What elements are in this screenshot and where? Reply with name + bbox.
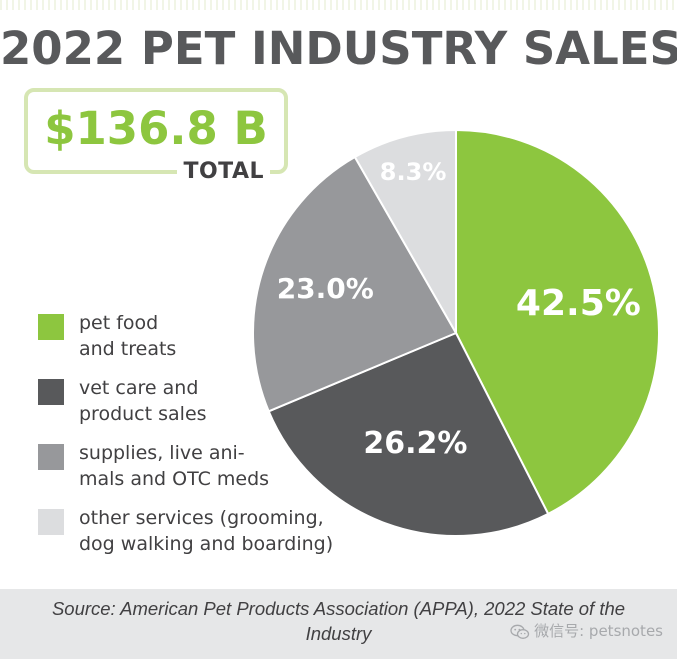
legend-label-other-services: other services (grooming, dog walking an… [79,507,334,555]
watermark: 微信号: petsnotes [510,620,663,641]
pie-chart: 42.5% 26.2% 23.0% 8.3% [252,128,660,537]
total-value: $136.8 B [44,102,268,155]
pie-label-vet-care: 26.2% [363,426,467,461]
source-citation: Source: American Pet Products Associatio… [51,598,626,644]
pie-label-supplies: 23.0% [277,272,374,305]
pie-slice-vet-care [267,331,550,537]
total-callout: $136.8 B TOTAL [24,88,288,184]
watermark-text: 微信号: petsnotes [534,622,663,640]
wechat-icon [510,624,530,639]
total-label: TOTAL [177,159,270,184]
legend-item-supplies: supplies, live ani- mals and OTC meds [38,440,368,505]
source-footer: Source: American Pet Products Associatio… [0,589,677,659]
pie-slice-supplies [252,155,458,413]
pie-label-pet-food: 42.5% [516,283,641,324]
legend-swatch-supplies [38,444,64,470]
legend-swatch-pet-food [38,314,64,340]
legend-label-supplies: supplies, live ani- mals and OTC meds [79,442,270,490]
pie-slice-other-services [353,128,457,337]
chart-title: 2022 PET INDUSTRY SALES [0,22,677,75]
pie-slice-pet-food [455,128,660,516]
legend-label-pet-food: pet food and treats [79,312,177,360]
legend-swatch-other-services [38,509,64,535]
legend-swatch-vet-care [38,379,64,405]
legend-item-vet-care: vet care and product sales [38,375,368,440]
legend-item-pet-food: pet food and treats [38,310,368,375]
pie-label-other-services: 8.3% [380,158,447,186]
legend-label-vet-care: vet care and product sales [79,377,207,425]
legend-item-other-services: other services (grooming, dog walking an… [38,505,368,570]
decorative-top-strip [0,0,677,10]
chart-legend: pet food and treats vet care and product… [38,310,368,570]
